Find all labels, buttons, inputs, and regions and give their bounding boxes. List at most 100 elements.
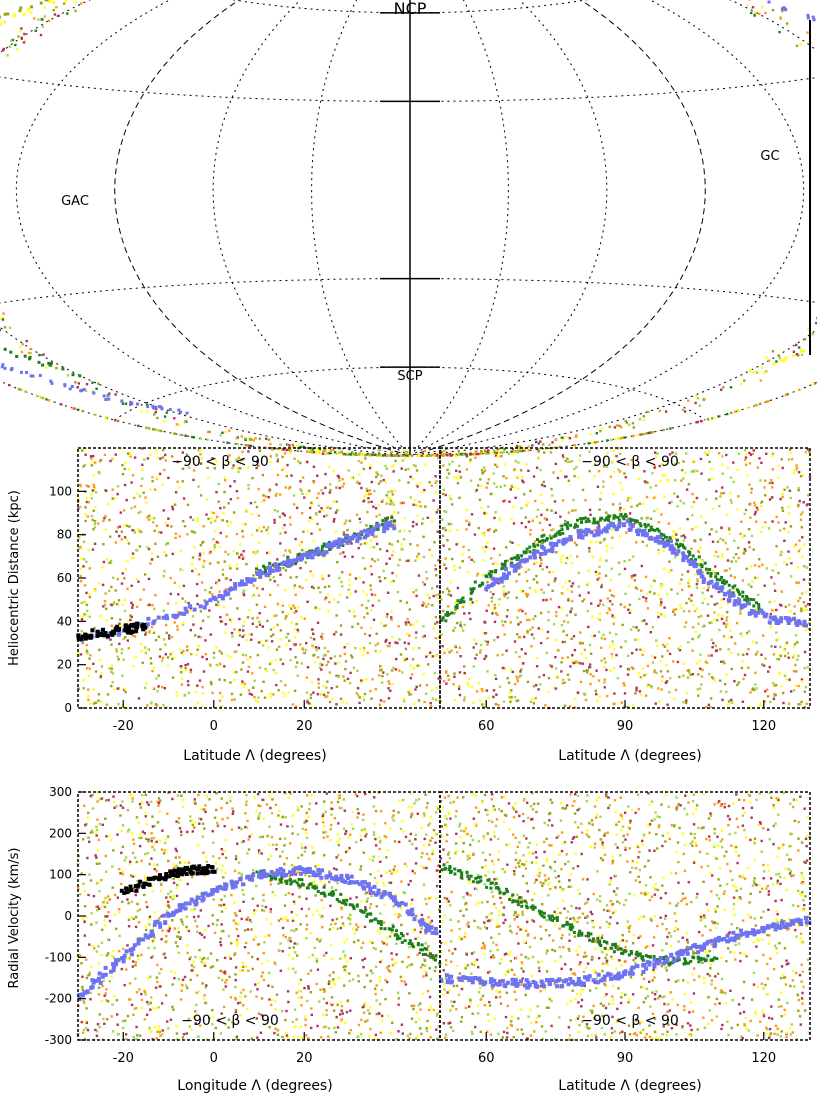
scatter-point: [131, 634, 134, 637]
scatter-point: [99, 614, 102, 618]
scatter-point: [618, 509, 622, 512]
sky-point: [77, 408, 80, 411]
scatter-point: [412, 623, 415, 627]
scatter-point: [90, 464, 94, 467]
scatter-point: [102, 605, 105, 608]
scatter-point: [533, 589, 537, 592]
sky-stream-point: [152, 406, 156, 410]
sky-point: [277, 447, 280, 451]
scatter-point: [554, 667, 558, 670]
scatter-point: [566, 673, 570, 676]
x-tick-label: -20: [113, 719, 134, 734]
scatter-point: [623, 692, 627, 695]
green-stream-point: [286, 555, 290, 559]
scatter-point: [261, 587, 264, 591]
scatter-point: [626, 706, 629, 709]
scatter-point: [727, 466, 730, 469]
scatter-point: [93, 485, 96, 489]
scatter-point: [201, 686, 204, 689]
scatter-point: [474, 456, 477, 459]
scatter-point: [338, 447, 341, 451]
scatter-point: [348, 681, 352, 685]
scatter-point: [645, 622, 648, 626]
blue-stream-point: [218, 593, 222, 598]
scatter-point: [321, 509, 325, 512]
scatter-point: [625, 531, 628, 534]
scatter-point: [278, 493, 282, 496]
blue-stream-point: [252, 577, 257, 582]
scatter-point: [564, 519, 567, 523]
scatter-point: [565, 475, 568, 478]
scatter-point: [605, 668, 608, 672]
sky-point: [258, 437, 261, 440]
scatter-point: [229, 485, 232, 488]
scatter-point: [236, 496, 240, 500]
scatter-point: [251, 595, 254, 598]
scatter-point: [529, 628, 532, 631]
sky-point: [155, 407, 158, 411]
scatter-point: [453, 626, 457, 629]
scatter-point: [85, 500, 89, 504]
scatter-point: [438, 632, 442, 635]
scatter-point: [414, 688, 417, 691]
scatter-point: [316, 693, 320, 696]
scatter-point: [717, 452, 721, 455]
scatter-point: [102, 560, 106, 564]
scatter-point: [650, 585, 653, 588]
scatter-point: [284, 617, 287, 620]
scatter-point: [673, 492, 676, 495]
scatter-point: [487, 604, 490, 607]
scatter-point: [666, 649, 669, 652]
scatter-point: [311, 574, 314, 577]
sky-meridian: [15, 0, 411, 457]
scatter-point: [768, 481, 771, 485]
scatter-point: [103, 453, 107, 456]
scatter-point: [584, 499, 587, 502]
scatter-point: [310, 532, 313, 535]
scatter-point: [619, 665, 622, 668]
scatter-point: [461, 559, 464, 563]
scatter-point: [593, 634, 596, 637]
scatter-point: [223, 679, 226, 682]
scatter-point: [238, 543, 242, 546]
scatter-point: [398, 530, 401, 533]
scatter-point: [166, 524, 169, 527]
sky-point: [146, 403, 149, 406]
scatter-point: [224, 631, 227, 634]
scatter-point: [329, 483, 332, 486]
scatter-point: [505, 615, 509, 618]
scatter-point: [100, 672, 103, 675]
scatter-point: [724, 625, 728, 629]
scatter-point: [799, 513, 803, 516]
scatter-point: [597, 524, 601, 528]
scatter-point: [508, 696, 511, 699]
scatter-point: [739, 632, 742, 635]
sky-point: [423, 454, 426, 457]
scatter-point: [714, 644, 717, 648]
scatter-point: [400, 467, 403, 470]
scatter-point: [773, 582, 776, 585]
sky-point: [795, 353, 799, 356]
scatter-point: [472, 665, 475, 668]
scatter-point: [530, 645, 533, 648]
blue-stream-point: [286, 564, 291, 568]
scatter-point: [293, 627, 297, 630]
scatter-point: [193, 546, 196, 549]
scatter-point: [332, 598, 336, 601]
scatter-point: [507, 452, 510, 456]
sky-point: [595, 432, 598, 435]
scatter-point: [105, 703, 109, 706]
blue-stream-point: [152, 619, 157, 624]
sky-point: [713, 416, 716, 419]
scatter-point: [118, 534, 121, 538]
scatter-point: [673, 697, 676, 701]
scatter-point: [238, 556, 241, 559]
sky-point: [147, 427, 151, 430]
scatter-point: [698, 659, 702, 662]
scatter-point: [124, 568, 127, 571]
scatter-point: [551, 494, 554, 497]
scatter-point: [218, 699, 222, 702]
scatter-point: [502, 450, 505, 454]
scatter-point: [401, 501, 404, 505]
scatter-point: [171, 552, 174, 556]
